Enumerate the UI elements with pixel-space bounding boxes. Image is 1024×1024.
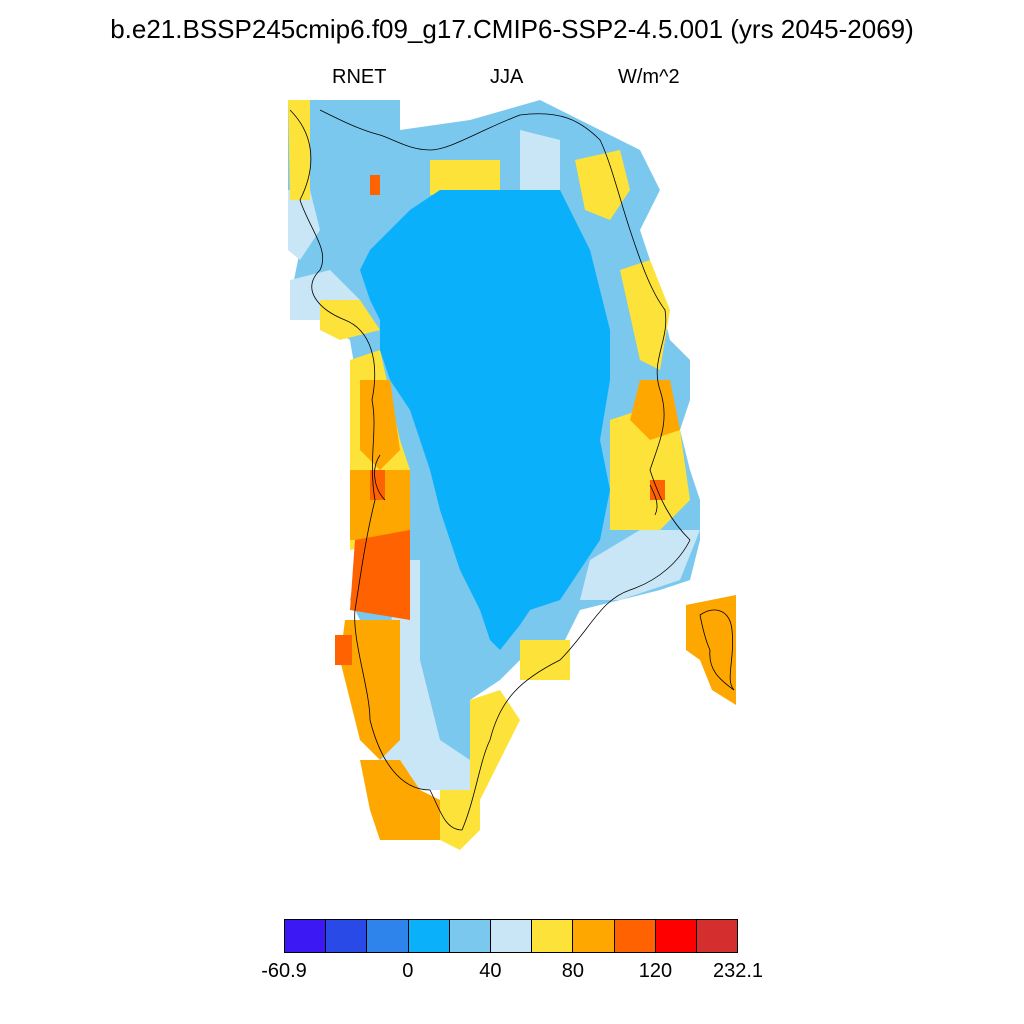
field-patch [320, 300, 380, 340]
coastline-path [289, 109, 691, 831]
coastline [289, 109, 735, 831]
field-patch [288, 190, 320, 260]
field-patch [350, 530, 410, 620]
colorbar-swatch [326, 920, 368, 952]
field-patch [360, 760, 440, 840]
field-patch [360, 380, 400, 470]
field-patch [630, 380, 680, 440]
field-patch [520, 130, 560, 190]
colorbar-swatch [367, 920, 409, 952]
colorbar-swatch [285, 920, 327, 952]
coastline-path [699, 609, 735, 691]
colorbar-tick-label: 232.1 [712, 960, 764, 982]
field-patch [335, 635, 352, 665]
colorbar-tick-label: 0 [402, 960, 414, 982]
colorbar-swatch [532, 920, 574, 952]
field-patch [580, 530, 700, 600]
field-patch [340, 620, 400, 760]
colorbar-tick-label: 80 [561, 960, 585, 982]
colorbar-swatch [655, 920, 697, 952]
field-patch [470, 690, 520, 800]
field-patch [686, 595, 736, 705]
colorbar-swatch [573, 920, 615, 952]
field-patch [350, 470, 410, 540]
field-patch [430, 160, 500, 195]
field-patch [520, 640, 570, 680]
field-patch [370, 175, 380, 195]
colorbar-tick-label: 120 [638, 960, 673, 982]
colorbar-swatch [696, 920, 738, 952]
units-label: W/m^2 [618, 66, 680, 88]
colorbar-swatch [408, 920, 450, 952]
ice-sheet-interior [360, 190, 610, 650]
colorbar-swatch [449, 920, 491, 952]
colorbar-tick-label: 40 [479, 960, 502, 982]
season-label: JJA [490, 66, 524, 88]
field-patch [440, 790, 480, 850]
variable-label: RNET [332, 66, 387, 88]
colorbar [284, 919, 738, 953]
colorbar-swatch [614, 920, 656, 952]
colorbar-swatch [490, 920, 533, 952]
figure-title: b.e21.BSSP245cmip6.f09_g17.CMIP6-SSP2-4.… [110, 14, 914, 44]
colorbar-tick-label: -60.9 [261, 960, 307, 982]
field-patch [288, 100, 310, 200]
field-patch [620, 260, 670, 370]
coastline-path [374, 454, 658, 516]
warm-coast [288, 100, 736, 850]
field-patch [575, 150, 630, 220]
